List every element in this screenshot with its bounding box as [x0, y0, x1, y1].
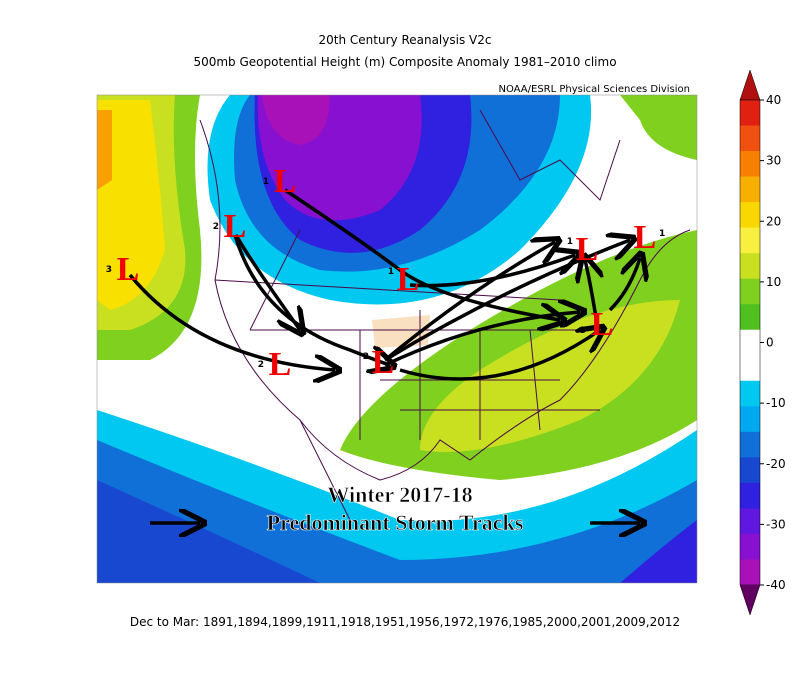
low-label: L — [372, 344, 395, 381]
colorbar-band — [740, 125, 760, 152]
low-number: 3 — [106, 265, 112, 275]
colorbar-tick-label: -40 — [766, 578, 786, 592]
footer: Dec to Mar: 1891,1894,1899,1911,1918,195… — [130, 615, 680, 629]
colorbar-band — [740, 355, 760, 382]
colorbar-cap — [739, 584, 761, 616]
colorbar-tick-label: -20 — [766, 457, 786, 471]
low-number: 2 — [258, 360, 264, 370]
colorbar-band — [740, 431, 760, 458]
colorbar-band — [740, 482, 760, 509]
colorbar-tick-label: 20 — [766, 214, 781, 228]
colorbar-band — [740, 253, 760, 280]
low-number: 1 — [388, 267, 394, 277]
colorbar-tick-label: -10 — [766, 396, 786, 410]
subtitle: 500mb Geopotential Height (m) Composite … — [193, 55, 616, 69]
colorbar-tick-label: 10 — [766, 275, 781, 289]
colorbar: 40 30 20 10 0 -10 -20 -30 -40 — [739, 69, 786, 616]
colorbar-band — [740, 278, 760, 305]
colorbar-band — [740, 533, 760, 560]
colorbar-band — [740, 380, 760, 407]
colorbar-tick-label: -30 — [766, 517, 786, 531]
low-number: 3 — [580, 326, 586, 336]
colorbar-band — [740, 406, 760, 433]
low-label: L — [224, 208, 247, 245]
colorbar-band — [740, 176, 760, 203]
low-label: L — [269, 346, 292, 383]
colorbar-tick-label: 40 — [766, 93, 781, 107]
colorbar-band — [740, 457, 760, 484]
colorbar-cap — [739, 69, 761, 101]
colorbar-band — [740, 151, 760, 178]
colorbar-band — [740, 202, 760, 229]
colorbar-band — [740, 304, 760, 331]
colorbar-band — [740, 100, 760, 127]
low-label: L — [117, 251, 140, 288]
credit: NOAA/ESRL Physical Sciences Division — [499, 84, 691, 95]
low-label: L — [397, 261, 420, 298]
colorbar-band — [740, 508, 760, 535]
title: 20th Century Reanalysis V2c — [319, 33, 492, 47]
low-number: 1 — [659, 229, 665, 239]
low-number: 2 — [363, 352, 369, 362]
colorbar-tick-label: 30 — [766, 154, 781, 168]
colorbar-band — [740, 559, 760, 586]
colorbar-tick-label: 0 — [766, 336, 774, 350]
low-number: 1 — [263, 177, 269, 187]
low-number: 2 — [213, 222, 219, 232]
low-label: L — [576, 231, 599, 268]
low-number: 1 — [567, 237, 573, 247]
colorbar-band — [740, 329, 760, 356]
colorbar-band — [740, 227, 760, 254]
low-label: L — [274, 163, 297, 200]
low-label: L — [591, 306, 614, 343]
low-label: L — [634, 219, 657, 256]
annotation: Winter 2017-18 — [327, 482, 472, 507]
annotation: Predominant Storm Tracks — [267, 510, 524, 535]
